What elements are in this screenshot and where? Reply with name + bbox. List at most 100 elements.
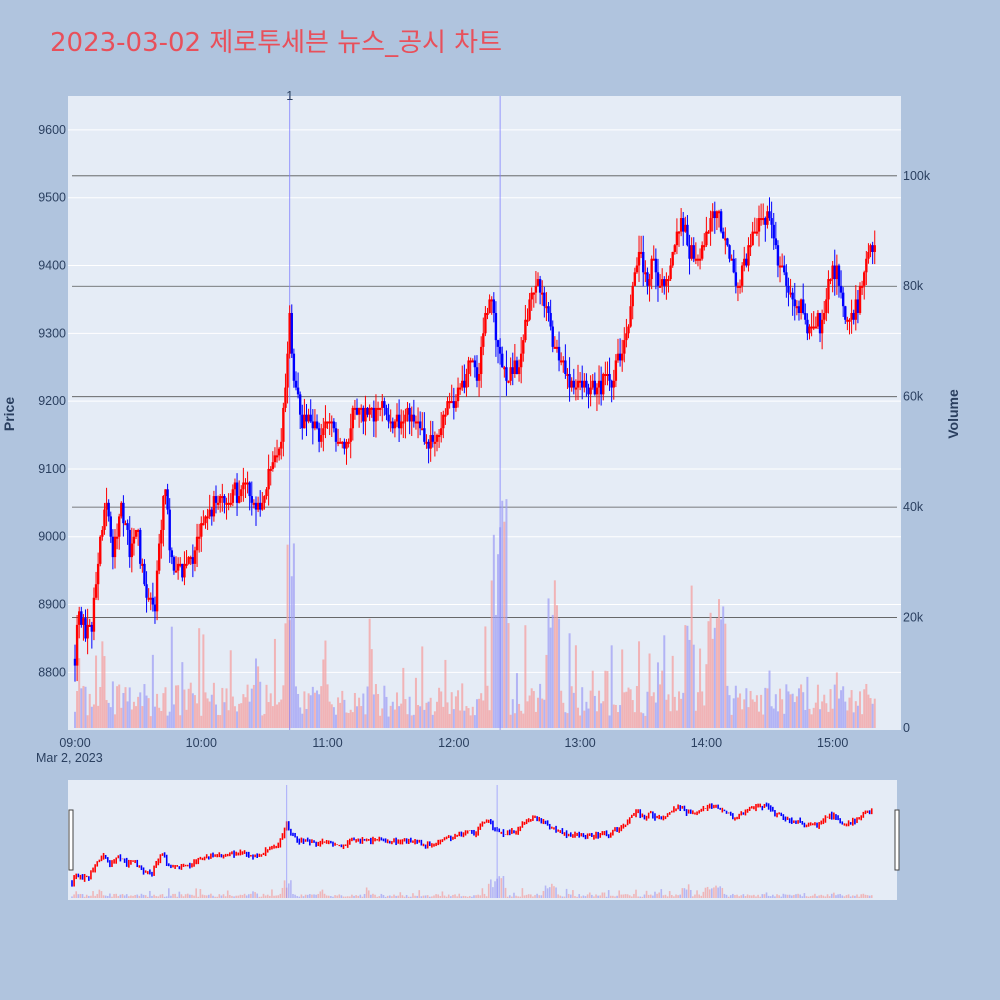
slider-volume-bar (563, 896, 566, 898)
slider-volume-bar (161, 894, 164, 898)
slider-volume-bar (715, 885, 717, 898)
candle-body (195, 536, 199, 551)
candle-body (490, 299, 493, 302)
candle-body (488, 299, 491, 313)
slider-volume-bar (763, 894, 766, 898)
candle-body (385, 407, 388, 415)
volume-bar (244, 697, 247, 728)
volume-bar (659, 684, 662, 728)
candle-body (290, 312, 293, 354)
candle-body (509, 367, 512, 381)
volume-bar (183, 689, 186, 728)
slider-volume-bar (180, 894, 183, 898)
slider-volume-bar (210, 893, 212, 898)
volume-bar (625, 691, 628, 728)
candle-body (633, 272, 637, 286)
range-slider-background[interactable] (68, 780, 897, 900)
candle-body (785, 272, 788, 286)
slider-volume-bar (521, 888, 524, 898)
candle-body (642, 251, 645, 273)
volume-bar (579, 715, 582, 728)
candle-body (717, 211, 721, 214)
slider-volume-bar (860, 894, 863, 898)
volume-bar (254, 658, 257, 728)
slider-volume-bar (75, 891, 78, 898)
volume-bar (747, 707, 750, 728)
volume-bar (644, 715, 647, 728)
slider-volume-bar (517, 896, 519, 898)
candle-body (370, 407, 373, 410)
candle-body (559, 360, 563, 363)
candle-body (425, 441, 428, 444)
slider-volume-bar (428, 896, 431, 898)
volume-bar (835, 672, 838, 728)
candle-body (627, 326, 630, 334)
slider-volume-bar (649, 894, 652, 898)
candle-body (433, 441, 437, 444)
slider-volume-bar (159, 894, 162, 898)
slider-volume-bar (323, 893, 326, 898)
candle-body (517, 367, 521, 375)
volume-bar (227, 710, 230, 728)
candle-body (141, 563, 144, 566)
slider-volume-bar (283, 880, 286, 898)
candle-body (780, 265, 784, 268)
slider-volume-bar (401, 895, 404, 898)
slider-volume-bar (599, 895, 602, 898)
slider-volume-bar (130, 895, 132, 898)
candle-body (498, 346, 502, 354)
candle-body (848, 319, 851, 322)
volume-bar (741, 709, 744, 728)
candle-body (583, 380, 586, 388)
candle-body (570, 380, 573, 388)
volume-bar (90, 706, 93, 728)
volume-bar (482, 700, 485, 728)
range-slider-left-handle[interactable] (68, 809, 74, 871)
candle-body (212, 496, 216, 517)
volume-bar (219, 715, 222, 728)
candle-body (122, 502, 125, 524)
price-candles[interactable] (73, 197, 876, 682)
range-slider-right-handle[interactable] (894, 809, 900, 871)
slider-volume-bar (273, 895, 275, 898)
volume-bar (366, 686, 369, 728)
volume-bar (861, 714, 864, 728)
slider-volume-bar (355, 895, 357, 898)
volume-bar (842, 686, 845, 728)
candle-body (296, 387, 300, 395)
candle-body (551, 326, 554, 347)
volume-bar (280, 699, 283, 728)
candle-body (688, 245, 691, 259)
slider-volume-bar (142, 894, 145, 898)
candle-body (250, 496, 253, 503)
candle-body (534, 285, 538, 293)
volume-bar (135, 706, 138, 728)
volume-bar (743, 699, 746, 728)
slider-volume-bar (441, 891, 444, 898)
volume-bar (711, 638, 714, 728)
volume-bar (353, 692, 356, 728)
slider-volume-bar (207, 894, 210, 898)
volume-bar (101, 641, 104, 728)
volume-bar (757, 711, 760, 728)
volume-bar (158, 707, 161, 728)
slider-volume-bar (170, 895, 172, 898)
candle-body (332, 421, 336, 429)
volume-bar (518, 703, 521, 728)
volume-bar (779, 688, 782, 728)
slider-volume-bar (492, 887, 494, 898)
slider-volume-bar (542, 890, 545, 898)
volume-bar (316, 690, 319, 728)
volume-bar (381, 708, 384, 728)
slider-volume-bar (384, 896, 387, 898)
volume-bar (732, 698, 735, 728)
slider-volume-bar (742, 894, 745, 898)
slider-volume-bar (351, 894, 353, 898)
volume-bar (233, 706, 236, 728)
volume-bar (265, 684, 268, 728)
date-label: Mar 2, 2023 (36, 751, 103, 765)
slider-volume-bar (201, 894, 204, 898)
candle-body (294, 380, 298, 388)
candle-body (869, 245, 872, 252)
